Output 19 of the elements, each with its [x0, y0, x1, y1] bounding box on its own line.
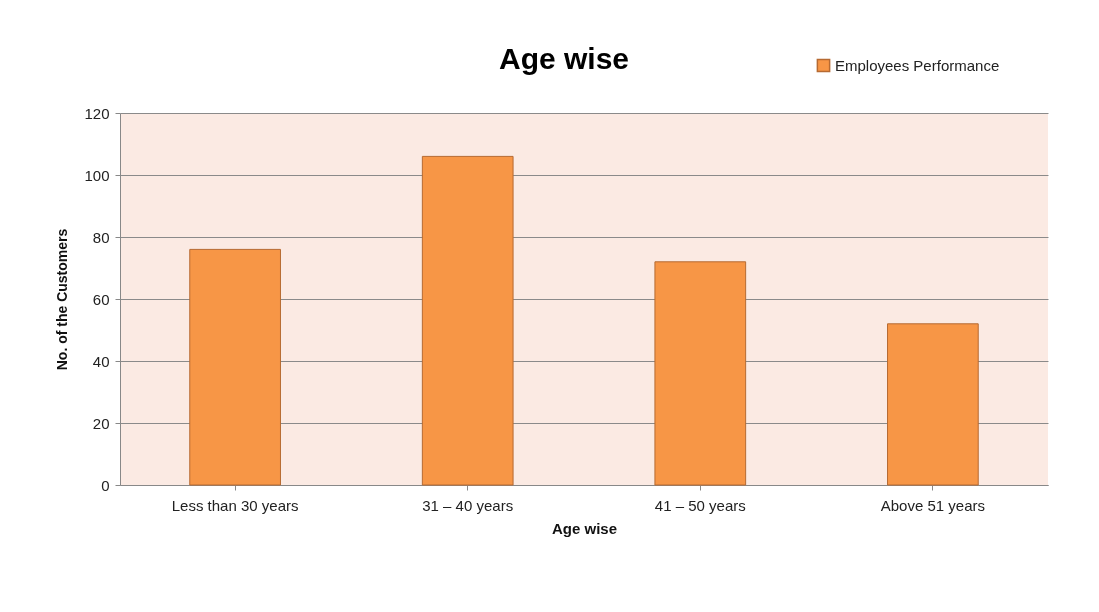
- x-tick-label: Above 51 years: [880, 496, 985, 514]
- bar: [421, 155, 514, 486]
- y-tick-label: 80: [92, 228, 110, 246]
- bar: [189, 248, 281, 486]
- y-tick-label: 100: [84, 166, 110, 184]
- y-tick-label: 40: [92, 352, 110, 370]
- legend-label: Employees Performance: [835, 56, 1000, 74]
- y-tick-label: 60: [92, 290, 110, 308]
- bar: [654, 261, 747, 486]
- y-axis-title: No. of the Customers: [54, 228, 71, 371]
- y-tick-label: 120: [84, 104, 110, 122]
- x-tick-label: 41 – 50 years: [654, 496, 746, 514]
- y-tick-label: 20: [92, 414, 110, 432]
- bar: [887, 323, 979, 486]
- x-tick-label: 31 – 40 years: [422, 496, 514, 514]
- x-tick-label: Less than 30 years: [171, 496, 299, 514]
- y-tick-label: 0: [101, 476, 110, 494]
- x-axis-title: Age wise: [551, 519, 618, 537]
- chart-title: Age wise: [498, 42, 630, 75]
